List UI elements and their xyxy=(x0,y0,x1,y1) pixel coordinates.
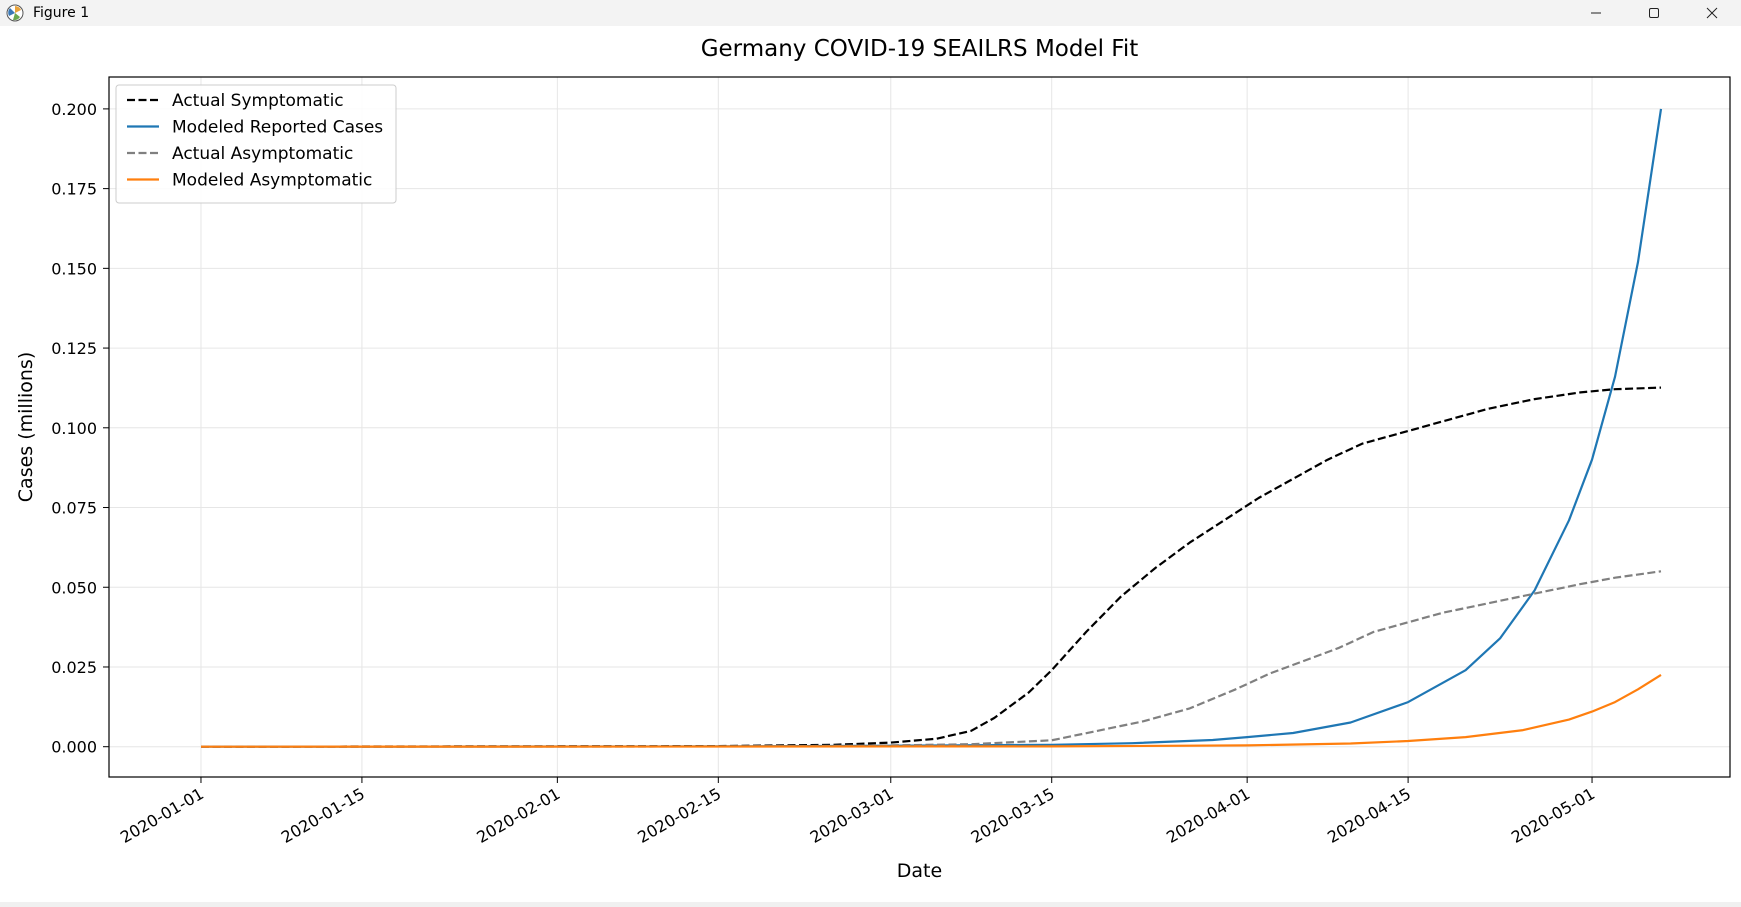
y-tick-label: 0.175 xyxy=(51,180,97,199)
close-button[interactable] xyxy=(1683,0,1741,26)
plot-frame xyxy=(108,76,1731,778)
x-tick-label: 2020-01-15 xyxy=(278,784,368,847)
legend-label: Actual Asymptomatic xyxy=(172,144,353,164)
y-tick-label: 0.000 xyxy=(51,738,97,757)
y-tick-label: 0.025 xyxy=(51,658,97,677)
legend-label: Modeled Asymptomatic xyxy=(172,171,372,191)
matplotlib-app-icon xyxy=(6,4,24,22)
legend-label: Actual Symptomatic xyxy=(172,91,344,111)
grid-layer xyxy=(109,77,1730,777)
y-axis-label: Cases (millions) xyxy=(15,352,37,502)
y-tick-label: 0.150 xyxy=(51,259,97,278)
axes-layer: 0.000 0.025 0.050 0.075 0.100 0.125 0.150 0.175… xyxy=(51,100,1598,847)
y-tick-label: 0.200 xyxy=(51,100,97,119)
x-tick-label: 2020-02-15 xyxy=(634,784,724,847)
legend-box xyxy=(115,84,397,204)
chart-title: Germany COVID-19 SEAILRS Model Fit xyxy=(701,36,1139,62)
x-tick-label: 2020-02-01 xyxy=(473,784,563,847)
x-tick-label: 2020-03-15 xyxy=(968,784,1058,847)
x-axis-label: Date xyxy=(897,860,942,882)
minimize-icon xyxy=(1591,12,1601,14)
x-tick-label: 2020-04-15 xyxy=(1324,784,1414,847)
y-tick-label: 0.125 xyxy=(51,339,97,358)
series-actual-asymptomatic xyxy=(200,570,1662,748)
y-tick-label: 0.075 xyxy=(51,499,97,518)
legend: Actual Symptomatic Modeled Reported Cases… xyxy=(115,84,397,204)
series-layer xyxy=(200,108,1663,748)
y-tick-label: 0.050 xyxy=(51,578,97,597)
window-bottom-edge xyxy=(0,902,1741,907)
y-tick-label: 0.100 xyxy=(51,419,97,438)
x-tick-label: 2020-01-01 xyxy=(117,784,207,847)
minimize-button[interactable] xyxy=(1567,0,1625,26)
close-icon xyxy=(1706,7,1718,19)
legend-label: Modeled Reported Cases xyxy=(172,118,383,138)
series-modeled-reported-cases xyxy=(200,108,1663,748)
x-tick-label: 2020-03-01 xyxy=(807,784,897,847)
maximize-button[interactable] xyxy=(1625,0,1683,26)
line-chart: 0.000 0.025 0.050 0.075 0.100 0.125 0.150 0.175… xyxy=(15,36,1731,882)
window-titlebar: Figure 1 xyxy=(0,0,1741,26)
x-tick-label: 2020-04-01 xyxy=(1163,784,1253,847)
series-modeled-asymptomatic xyxy=(200,673,1662,748)
window-title: Figure 1 xyxy=(33,5,90,21)
x-tick-label: 2020-05-01 xyxy=(1508,784,1598,847)
maximize-icon xyxy=(1649,8,1659,18)
figure-canvas: 0.000 0.025 0.050 0.075 0.100 0.125 0.150 0.175… xyxy=(0,26,1741,902)
series-actual-symptomatic xyxy=(200,386,1662,748)
